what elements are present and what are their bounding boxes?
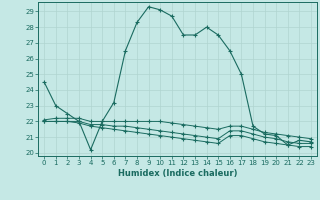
X-axis label: Humidex (Indice chaleur): Humidex (Indice chaleur): [118, 169, 237, 178]
